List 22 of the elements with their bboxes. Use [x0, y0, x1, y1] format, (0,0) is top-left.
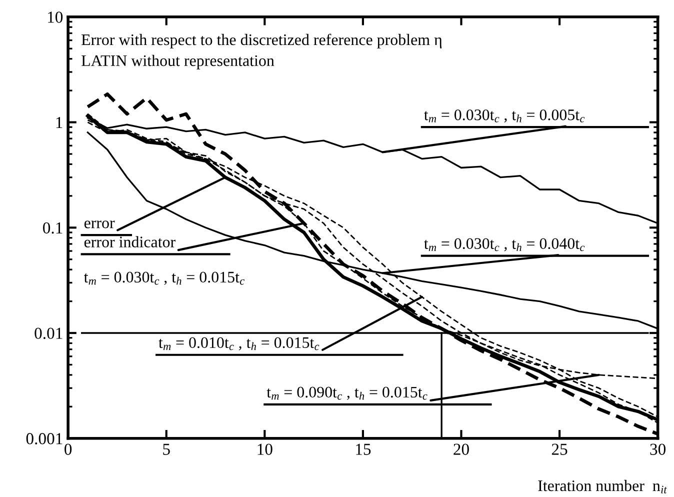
annotation: t$_{m}$ = 0.030t$_{c}$ , t$_{h}$ = 0.015t$_{c}$ — [84, 272, 244, 285]
x-tick-label: 5 — [163, 444, 170, 455]
x-axis-title: Iteration number n$_{it}$ — [538, 480, 667, 494]
text: Error with respect to the discretized reference problem η — [82, 34, 442, 48]
x-tick-label: 0 — [64, 444, 72, 455]
y-tick-label: 1 — [56, 117, 62, 128]
annotation: error indicator — [84, 236, 176, 248]
annotation: t$_{m}$ = 0.030t$_{c}$ , t$_{h}$ = 0.040t$_{c}$ — [424, 238, 585, 252]
annotation: error — [84, 220, 115, 228]
x-tick-label: 30 — [650, 444, 666, 455]
x-tick-label: 15 — [356, 444, 371, 455]
y-tick-label: 0.01 — [34, 328, 62, 340]
text: LATIN without representation — [82, 54, 274, 70]
annotation: t$_{m}$ = 0.090t$_{c}$ , t$_{h}$ = 0.015t$_{c}$ — [266, 386, 428, 400]
y-tick-label: 10 — [48, 12, 63, 23]
y-tick-label: 0.001 — [26, 433, 62, 444]
annotation: t$_{m}$ = 0.010t$_{c}$ , t$_{h}$ = 0.015t$_{c}$ — [158, 337, 320, 350]
y-tick-label: 0.1 — [43, 222, 62, 234]
x-tick-label: 25 — [552, 444, 568, 455]
annotation: t$_{m}$ = 0.030t$_{c}$ , t$_{h}$ = 0.005t$_{c}$ — [424, 109, 585, 123]
x-tick-label: 20 — [454, 444, 469, 455]
x-tick-label: 10 — [258, 444, 272, 455]
